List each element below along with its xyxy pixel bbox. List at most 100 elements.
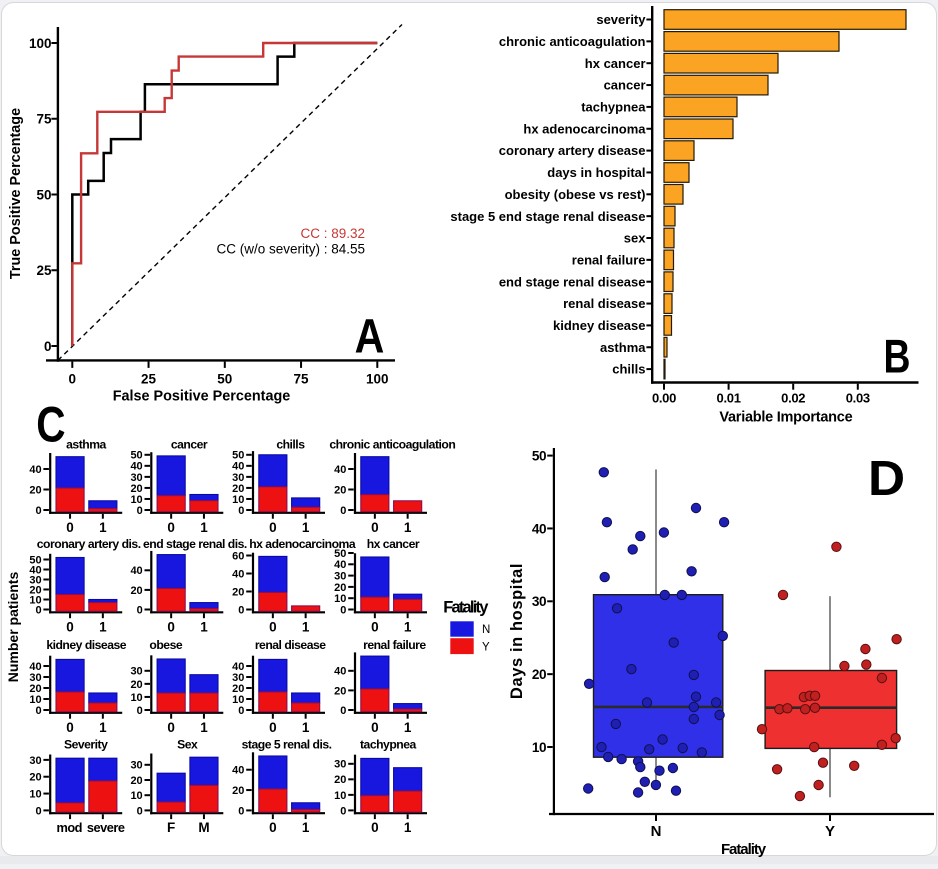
- svg-text:chills: chills: [612, 362, 645, 377]
- svg-text:30: 30: [130, 472, 142, 484]
- svg-text:hx cancer: hx cancer: [585, 56, 646, 71]
- svg-text:0: 0: [66, 520, 74, 535]
- svg-text:40: 40: [334, 666, 346, 678]
- svg-text:0.03: 0.03: [846, 391, 870, 406]
- svg-text:Y: Y: [825, 823, 835, 840]
- svg-text:50: 50: [217, 371, 232, 386]
- svg-text:1: 1: [99, 520, 107, 535]
- svg-text:end stage renal disease: end stage renal disease: [499, 274, 646, 289]
- svg-text:10: 10: [29, 594, 41, 606]
- svg-text:30: 30: [130, 666, 142, 678]
- svg-text:obese: obese: [149, 638, 182, 652]
- svg-text:40: 40: [532, 521, 546, 536]
- svg-text:1: 1: [404, 720, 412, 735]
- svg-text:1: 1: [99, 619, 107, 634]
- svg-text:renal disease: renal disease: [563, 296, 645, 311]
- svg-text:0: 0: [35, 805, 41, 817]
- svg-text:50: 50: [29, 554, 41, 566]
- svg-text:1: 1: [302, 619, 310, 634]
- svg-text:cancer: cancer: [604, 78, 646, 93]
- svg-text:40: 40: [29, 661, 41, 673]
- svg-text:30: 30: [532, 594, 546, 609]
- svg-text:True Positive Percentage: True Positive Percentage: [8, 108, 24, 279]
- svg-text:sex: sex: [624, 231, 646, 246]
- svg-text:stage 5 renal dis.: stage 5 renal dis.: [242, 738, 332, 752]
- svg-text:0: 0: [340, 705, 346, 717]
- svg-text:10: 10: [532, 740, 546, 755]
- svg-text:end stage renal dis.: end stage renal dis.: [143, 537, 247, 551]
- svg-text:0: 0: [137, 505, 143, 517]
- svg-text:0: 0: [69, 371, 77, 386]
- svg-text:Variable Importance: Variable Importance: [719, 410, 852, 426]
- svg-text:1: 1: [99, 720, 107, 735]
- svg-text:severe: severe: [87, 820, 125, 835]
- svg-text:Sex: Sex: [177, 738, 198, 752]
- svg-text:20: 20: [232, 586, 244, 598]
- svg-text:kidney disease: kidney disease: [46, 638, 126, 652]
- svg-text:CC (w/o severity) : 84.55: CC (w/o severity) : 84.55: [216, 242, 365, 257]
- svg-text:10: 10: [232, 694, 244, 706]
- svg-text:20: 20: [29, 683, 41, 695]
- svg-text:asthma: asthma: [66, 438, 106, 452]
- svg-text:40: 40: [29, 564, 41, 576]
- svg-text:20: 20: [232, 785, 244, 797]
- svg-text:20: 20: [532, 667, 546, 682]
- svg-text:100: 100: [29, 36, 52, 51]
- svg-text:20: 20: [334, 685, 346, 697]
- svg-text:10: 10: [334, 593, 346, 605]
- svg-text:30: 30: [29, 574, 41, 586]
- svg-text:10: 10: [130, 494, 142, 506]
- svg-text:0: 0: [269, 820, 277, 835]
- svg-text:1: 1: [302, 720, 310, 735]
- svg-text:10: 10: [232, 494, 244, 506]
- svg-text:F: F: [167, 820, 175, 835]
- svg-text:Severity: Severity: [64, 738, 108, 752]
- svg-text:20: 20: [130, 483, 142, 495]
- svg-text:20: 20: [29, 584, 41, 596]
- svg-text:0: 0: [137, 705, 143, 717]
- svg-text:0: 0: [35, 705, 41, 717]
- svg-text:renal failure: renal failure: [363, 638, 426, 652]
- svg-text:50: 50: [334, 548, 346, 560]
- svg-text:0.01: 0.01: [717, 391, 741, 406]
- svg-text:10: 10: [130, 790, 142, 802]
- svg-text:hx adenocarcinoma: hx adenocarcinoma: [523, 121, 646, 136]
- svg-text:0.02: 0.02: [781, 391, 805, 406]
- svg-text:kidney disease: kidney disease: [553, 318, 646, 333]
- svg-text:severity: severity: [596, 12, 646, 27]
- svg-text:0: 0: [269, 720, 277, 735]
- svg-text:20: 20: [334, 774, 346, 786]
- svg-text:0: 0: [167, 520, 175, 535]
- svg-text:coronary artery dis.: coronary artery dis.: [37, 537, 141, 551]
- svg-text:0: 0: [340, 604, 346, 616]
- svg-text:0: 0: [371, 820, 379, 835]
- svg-text:0: 0: [167, 720, 175, 735]
- svg-text:40: 40: [334, 464, 346, 476]
- svg-text:10: 10: [334, 790, 346, 802]
- svg-text:tachypnea: tachypnea: [581, 100, 646, 115]
- svg-text:40: 40: [334, 559, 346, 571]
- svg-text:hx adenocarcinoma: hx adenocarcinoma: [249, 537, 356, 551]
- svg-text:chronic anticoagulation: chronic anticoagulation: [329, 438, 455, 452]
- svg-text:N: N: [651, 823, 662, 840]
- svg-text:20: 20: [130, 679, 142, 691]
- svg-text:50: 50: [232, 450, 244, 462]
- svg-text:mod: mod: [56, 820, 82, 835]
- svg-text:30: 30: [29, 672, 41, 684]
- svg-text:0: 0: [35, 604, 41, 616]
- svg-text:40: 40: [130, 461, 142, 473]
- svg-text:obesity (obese vs rest): obesity (obese vs rest): [505, 187, 646, 202]
- svg-text:1: 1: [302, 520, 310, 535]
- svg-text:10: 10: [130, 692, 142, 704]
- svg-text:N: N: [482, 624, 490, 636]
- svg-text:1: 1: [302, 820, 310, 835]
- svg-text:Fatality: Fatality: [443, 599, 489, 617]
- svg-text:0.00: 0.00: [652, 391, 676, 406]
- svg-text:40: 40: [232, 765, 244, 777]
- svg-text:60: 60: [232, 550, 244, 562]
- svg-text:30: 30: [334, 759, 346, 771]
- svg-text:0: 0: [44, 339, 52, 354]
- svg-text:D: D: [868, 450, 905, 506]
- svg-text:Days in hospital: Days in hospital: [508, 563, 526, 699]
- svg-text:20: 20: [130, 585, 142, 597]
